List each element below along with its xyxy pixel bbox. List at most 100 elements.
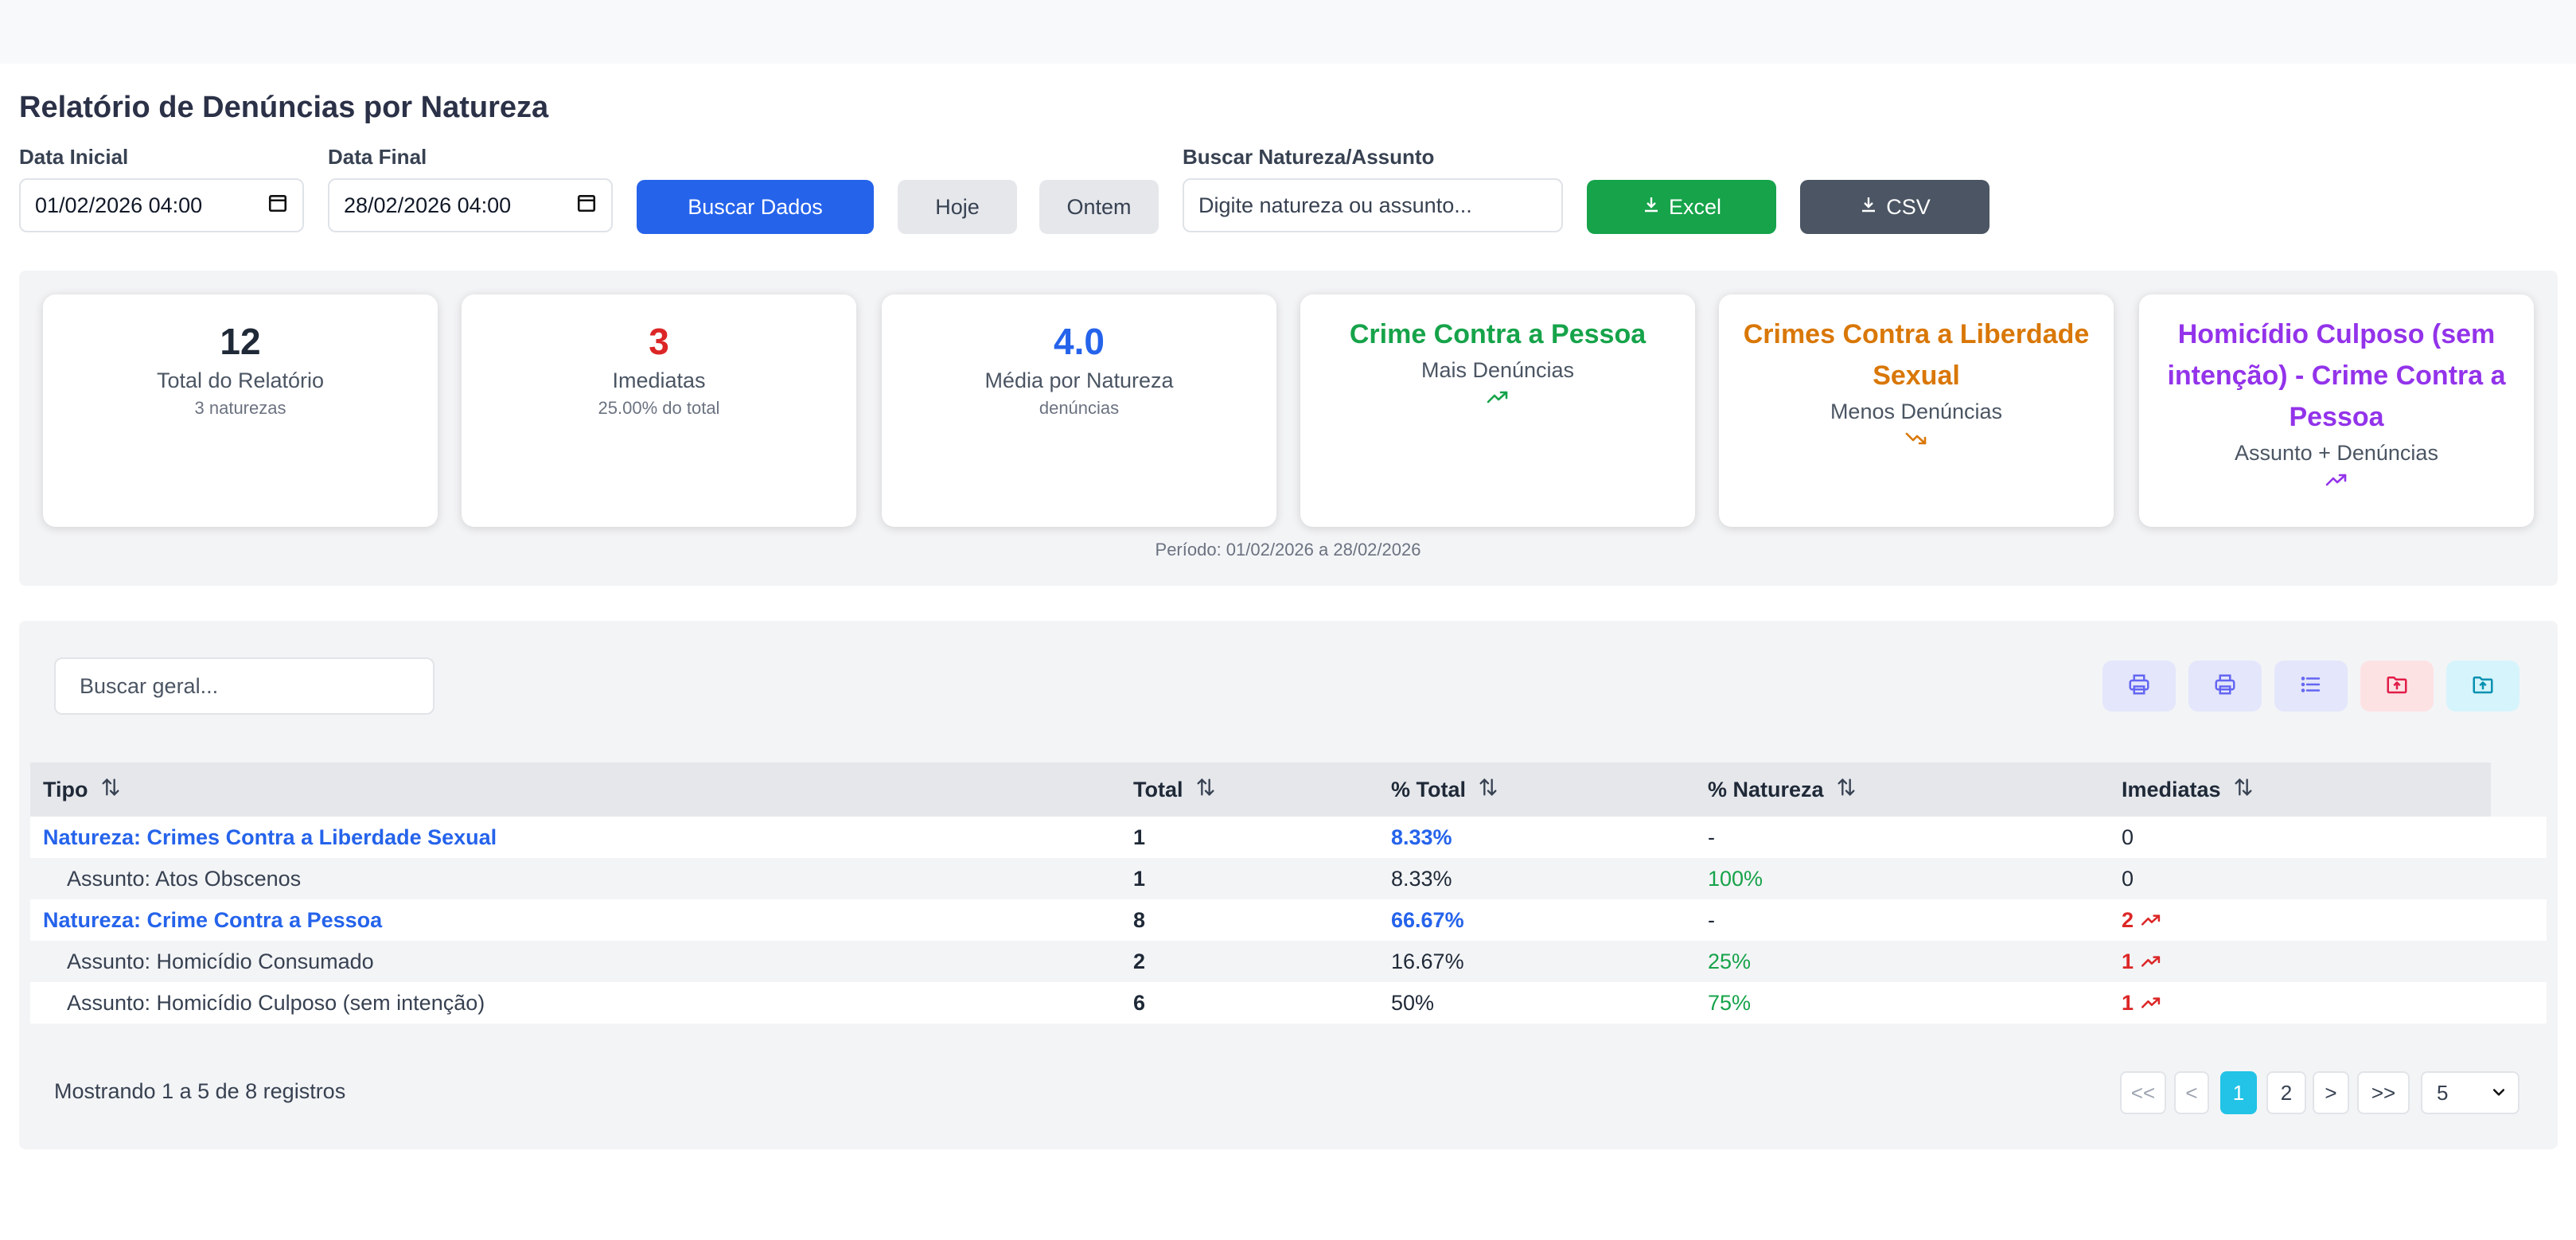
page-size-select[interactable]: 5 [2421,1071,2519,1114]
stat-card-most: Crime Contra a Pessoa Mais Denúncias [1300,294,1695,527]
columns-button[interactable] [2274,661,2348,712]
average-sub: denúncias [1039,397,1120,418]
page-2-button[interactable]: 2 [2266,1071,2306,1114]
pagination-info: Mostrando 1 a 5 de 8 registros [54,1079,346,1103]
table-row[interactable]: Assunto: Homicídio Consumado 2 16.67% 25… [30,941,2547,982]
print-button[interactable] [2102,661,2176,712]
immediate-caption: Imediatas [612,368,706,392]
column-header-pct-total[interactable]: % Total [1391,776,1499,804]
csv-button[interactable]: CSV [1800,180,1989,234]
table-row[interactable]: Natureza: Crimes Contra a Liberdade Sexu… [30,817,2547,858]
cell-imediatas: 0 [2122,825,2134,849]
cell-tipo: Assunto: Homicídio Consumado [67,949,374,973]
cell-total: 1 [1133,866,1146,891]
column-header-label: Imediatas [2122,777,2221,801]
cell-pct-natureza: 25% [1708,949,1752,973]
cell-pct-natureza: 75% [1708,990,1752,1015]
cell-pct-total: 66.67% [1391,907,1464,932]
cell-pct-total: 8.33% [1391,825,1452,849]
end-date-label: Data Final [328,145,427,169]
sort-icon[interactable] [88,776,122,804]
export-file-button[interactable] [2446,661,2519,712]
search-nature-label: Buscar Natureza/Assunto [1183,145,1435,169]
trending-up-icon [1486,389,1510,409]
trending-up-icon [2140,991,2162,1016]
sort-icon[interactable] [1183,776,1217,804]
yesterday-button[interactable]: Ontem [1039,180,1159,234]
csv-button-label: CSV [1886,194,1931,219]
sort-icon[interactable] [1466,776,1499,804]
immediate-value: 3 [649,321,669,362]
cell-imediatas: 0 [2122,866,2134,891]
cell-pct-natureza: 100% [1708,866,1763,891]
stat-card-top-subject: Homicídio Culposo (sem intenção) - Crime… [2139,294,2534,527]
calendar-icon[interactable] [576,193,597,219]
trending-up-icon [2140,949,2162,974]
stat-card-average: 4.0 Média por Natureza denúncias [882,294,1276,527]
most-caption: Mais Denúncias [1421,358,1575,382]
prev-page-button[interactable]: < [2174,1071,2209,1114]
stats-panel [19,271,2558,586]
cell-total: 2 [1133,949,1146,973]
printer-icon [2127,673,2151,700]
sort-icon[interactable] [1824,776,1857,804]
trending-down-icon [1904,431,1928,450]
cell-total: 1 [1133,825,1146,849]
imediatas-value: 1 [2122,949,2134,973]
table-row[interactable]: Natureza: Crime Contra a Pessoa 8 66.67%… [30,899,2547,941]
start-date-label: Data Inicial [19,145,129,169]
stat-card-total: 12 Total do Relatório 3 naturezas [43,294,438,527]
cell-pct-total: 16.67% [1391,949,1464,973]
page-1-button[interactable]: 1 [2220,1071,2257,1114]
page-title: Relatório de Denúncias por Natureza [19,91,549,124]
cell-pct-total: 50% [1391,990,1435,1015]
page-size-value: 5 [2437,1080,2449,1105]
cell-pct-natureza: - [1708,825,1715,849]
download-icon [1642,195,1669,220]
global-search-input[interactable]: Buscar geral... [54,657,435,715]
imediatas-value: 1 [2122,990,2134,1015]
column-header-imediatas[interactable]: Imediatas [2122,776,2254,804]
start-date-input[interactable]: 01/02/2026 04:00 [19,178,304,232]
table-header: Tipo Total % Total % Natureza Imediatas [30,762,2491,817]
excel-button[interactable]: Excel [1587,180,1776,234]
download-icon [1859,195,1886,220]
first-page-button[interactable]: << [2120,1071,2166,1114]
sort-icon[interactable] [2221,776,2254,804]
next-page-button[interactable]: > [2313,1071,2349,1114]
column-header-tipo[interactable]: Tipo [43,776,122,804]
top-subject-caption: Assunto + Denúncias [2235,441,2438,465]
last-page-button[interactable]: >> [2357,1071,2410,1114]
table-row[interactable]: Assunto: Homicídio Culposo (sem intenção… [30,982,2547,1024]
today-button[interactable]: Hoje [898,180,1017,234]
immediate-sub: 25.00% do total [598,397,720,418]
print-all-button[interactable] [2188,661,2262,712]
export-pdf-button[interactable] [2360,661,2434,712]
search-nature-input[interactable]: Digite natureza ou assunto... [1183,178,1563,232]
total-sub: 3 naturezas [194,397,286,418]
cell-imediatas: 1 [2122,941,2162,982]
cell-total: 8 [1133,907,1146,932]
chevron-down-icon [2491,1081,2507,1105]
end-date-input[interactable]: 28/02/2026 04:00 [328,178,613,232]
top-band [0,0,2576,64]
total-value: 12 [220,321,261,362]
average-value: 4.0 [1054,321,1105,362]
cell-tipo: Assunto: Homicídio Culposo (sem intenção… [67,990,485,1015]
search-nature-placeholder: Digite natureza ou assunto... [1198,193,1472,217]
cell-total: 6 [1133,990,1146,1015]
least-caption: Menos Denúncias [1830,400,2003,423]
cell-pct-natureza: - [1708,907,1715,932]
total-caption: Total do Relatório [156,368,325,392]
table-row[interactable]: Assunto: Atos Obscenos 1 8.33% 100% 0 [30,858,2547,899]
column-header-pct-natureza[interactable]: % Natureza [1708,776,1857,804]
imediatas-value: 2 [2122,907,2134,932]
cell-tipo: Natureza: Crimes Contra a Liberdade Sexu… [43,825,497,849]
search-data-button[interactable]: Buscar Dados [637,180,874,234]
global-search-placeholder: Buscar geral... [80,673,219,698]
column-header-total[interactable]: Total [1133,776,1217,804]
start-date-value: 01/02/2026 04:00 [35,193,203,217]
calendar-icon[interactable] [267,193,288,219]
excel-button-label: Excel [1668,194,1722,219]
folder-upload-icon [2385,673,2409,700]
